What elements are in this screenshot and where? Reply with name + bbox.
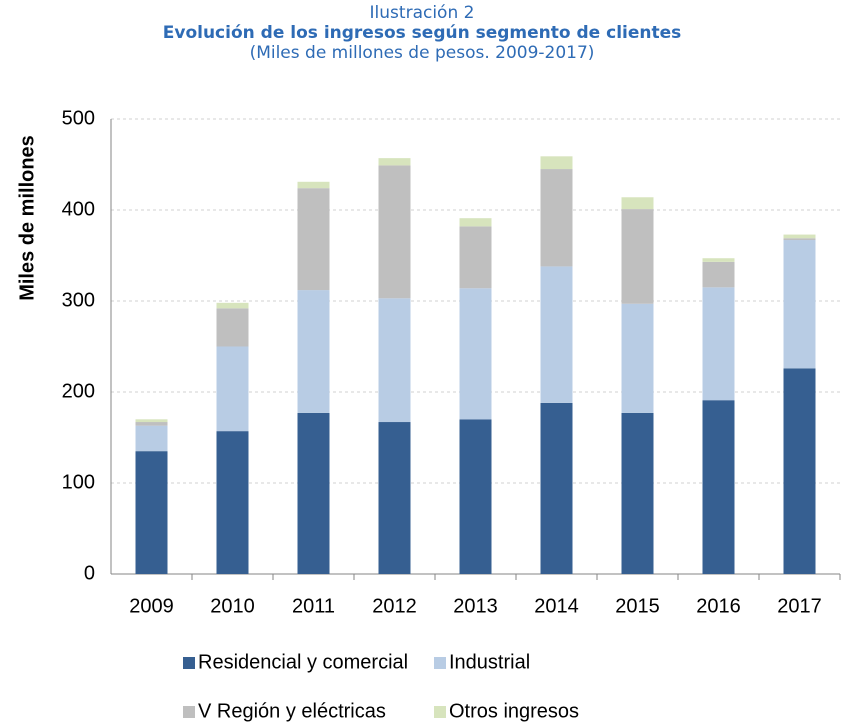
bar-segment bbox=[540, 266, 573, 403]
chart-title: Evolución de los ingresos según segmento… bbox=[163, 23, 682, 43]
bar-segment bbox=[459, 218, 492, 227]
bar-segment bbox=[621, 209, 654, 304]
bar-segment bbox=[459, 419, 492, 574]
bar-segment bbox=[540, 169, 573, 267]
bar-segment bbox=[297, 412, 330, 574]
legend-label: Industrial bbox=[449, 651, 530, 673]
bar-segment bbox=[702, 258, 735, 262]
bar-segment bbox=[297, 290, 330, 413]
bar-segment bbox=[783, 240, 816, 369]
x-tick-label: 2010 bbox=[210, 595, 255, 617]
legend-swatch bbox=[434, 706, 446, 718]
bar-segment bbox=[135, 451, 168, 574]
y-axis-label: Miles de millones bbox=[16, 135, 38, 301]
bar-segment bbox=[216, 308, 249, 347]
y-tick-label: 400 bbox=[62, 198, 95, 220]
bar-segment bbox=[378, 158, 411, 166]
y-tick-label: 200 bbox=[62, 380, 95, 402]
x-tick-label: 2013 bbox=[453, 595, 498, 617]
bar-segment bbox=[540, 156, 573, 170]
x-tick-label: 2017 bbox=[777, 595, 822, 617]
chart-label: Ilustración 2 bbox=[370, 3, 475, 23]
y-tick-label: 100 bbox=[62, 471, 95, 493]
x-tick-label: 2015 bbox=[615, 595, 660, 617]
bar-segment bbox=[540, 402, 573, 574]
y-tick-label: 0 bbox=[84, 562, 95, 584]
legend-label: Otros ingresos bbox=[449, 700, 579, 722]
bar-segment bbox=[216, 346, 249, 432]
x-tick-label: 2012 bbox=[372, 595, 417, 617]
y-tick-label: 300 bbox=[62, 289, 95, 311]
legend-swatch bbox=[183, 657, 195, 669]
bar-segment bbox=[459, 226, 492, 289]
x-tick-label: 2009 bbox=[129, 595, 174, 617]
bar-segment bbox=[783, 234, 816, 239]
x-tick-label: 2011 bbox=[292, 595, 335, 617]
bar-segment bbox=[135, 422, 168, 426]
bar-segment bbox=[378, 422, 411, 574]
chart-subtitle: (Miles de millones de pesos. 2009-2017) bbox=[250, 43, 595, 63]
bar-segment bbox=[621, 412, 654, 574]
bar-segment bbox=[378, 165, 411, 299]
bar-segment bbox=[459, 288, 492, 420]
bar-segment bbox=[135, 425, 168, 452]
x-tick-label: 2014 bbox=[534, 595, 579, 617]
bar-segment bbox=[297, 181, 330, 189]
bar-segment bbox=[783, 368, 816, 574]
y-tick-label: 500 bbox=[62, 107, 95, 129]
bar-segment bbox=[135, 419, 168, 423]
legend-label: V Región y eléctricas bbox=[198, 700, 386, 722]
legend-swatch bbox=[434, 657, 446, 669]
x-tick-label: 2016 bbox=[696, 595, 741, 617]
bar-segment bbox=[783, 238, 816, 241]
bar-segment bbox=[702, 261, 735, 288]
bar-segment bbox=[216, 431, 249, 574]
bar-segment bbox=[216, 302, 249, 309]
bar-segment bbox=[702, 400, 735, 574]
legend-swatch bbox=[183, 706, 195, 718]
bar-segment bbox=[702, 287, 735, 401]
bar-segment bbox=[378, 298, 411, 423]
bar-segment bbox=[621, 303, 654, 413]
bar-segment bbox=[621, 197, 654, 210]
legend-label: Residencial y comercial bbox=[198, 651, 408, 673]
bar-segment bbox=[297, 188, 330, 291]
